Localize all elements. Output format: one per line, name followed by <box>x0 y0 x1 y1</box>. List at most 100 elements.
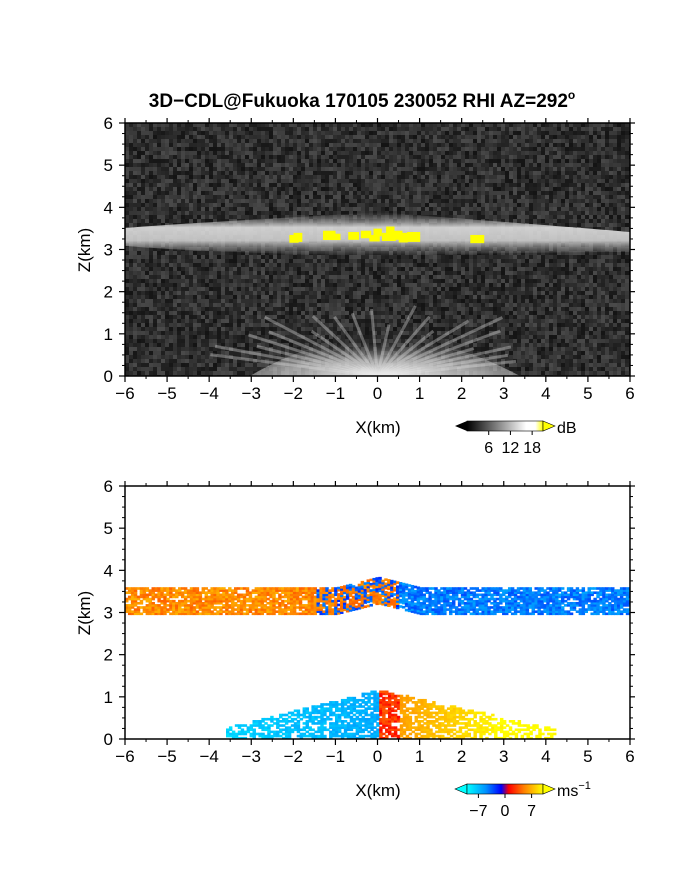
noise-cell <box>145 223 149 227</box>
noise-cell <box>245 127 249 131</box>
noise-cell <box>177 203 181 207</box>
noise-cell <box>453 147 457 151</box>
noise-cell <box>605 227 609 231</box>
noise-cell <box>149 123 153 127</box>
noise-cell <box>349 123 353 127</box>
noise-cell <box>253 167 257 171</box>
noise-cell <box>261 167 265 171</box>
noise-cell <box>197 215 201 219</box>
noise-cell <box>233 251 237 255</box>
noise-cell <box>573 263 577 267</box>
noise-cell <box>129 123 133 127</box>
noise-cell <box>137 155 141 159</box>
noise-cell <box>313 139 317 143</box>
noise-cell <box>149 135 153 139</box>
noise-cell <box>241 275 245 279</box>
noise-cell <box>325 123 329 127</box>
noise-cell <box>505 191 509 195</box>
noise-cell <box>557 195 561 199</box>
noise-cell <box>373 191 377 195</box>
noise-cell <box>365 139 369 143</box>
noise-cell <box>489 191 493 195</box>
noise-cell <box>609 199 613 203</box>
noise-cell <box>549 139 553 143</box>
noise-cell <box>429 143 433 147</box>
noise-cell <box>297 267 301 271</box>
noise-cell <box>333 143 337 147</box>
noise-cell <box>213 151 217 155</box>
noise-cell <box>321 135 325 139</box>
noise-cell <box>397 195 401 199</box>
noise-cell <box>505 183 509 187</box>
noise-cell <box>469 143 473 147</box>
noise-cell <box>509 143 513 147</box>
noise-cell <box>417 131 421 135</box>
noise-cell <box>305 187 309 191</box>
noise-cell <box>261 139 265 143</box>
noise-cell <box>521 215 525 219</box>
noise-cell <box>513 203 517 207</box>
noise-cell <box>489 183 493 187</box>
noise-cell <box>497 275 501 279</box>
noise-cell <box>297 159 301 163</box>
noise-cell <box>269 215 273 219</box>
noise-cell <box>301 263 305 267</box>
noise-cell <box>237 267 241 271</box>
noise-cell <box>137 203 141 207</box>
noise-cell <box>601 163 605 167</box>
noise-cell <box>521 275 525 279</box>
noise-cell <box>181 259 185 263</box>
noise-cell <box>449 215 453 219</box>
noise-cell <box>249 215 253 219</box>
noise-cell <box>409 263 413 267</box>
noise-cell <box>617 167 621 171</box>
noise-cell <box>445 179 449 183</box>
noise-cell <box>345 167 349 171</box>
noise-cell <box>217 271 221 275</box>
noise-cell <box>317 167 321 171</box>
noise-cell <box>149 159 153 163</box>
noise-cell <box>237 255 241 259</box>
noise-cell <box>177 251 181 255</box>
noise-cell <box>237 151 241 155</box>
noise-cell <box>301 143 305 147</box>
noise-cell <box>441 255 445 259</box>
noise-cell <box>621 163 625 167</box>
noise-cell <box>257 135 261 139</box>
noise-cell <box>529 151 533 155</box>
noise-cell <box>485 187 489 191</box>
noise-cell <box>209 195 213 199</box>
noise-cell <box>241 151 245 155</box>
noise-cell <box>125 151 129 155</box>
noise-cell <box>273 175 277 179</box>
noise-cell <box>477 135 481 139</box>
noise-cell <box>477 139 481 143</box>
noise-cell <box>273 191 277 195</box>
noise-cell <box>553 271 557 275</box>
noise-cell <box>257 183 261 187</box>
noise-cell <box>321 271 325 275</box>
noise-cell <box>337 147 341 151</box>
noise-cell <box>549 131 553 135</box>
noise-cell <box>165 123 169 127</box>
noise-cell <box>145 251 149 255</box>
noise-cell <box>401 179 405 183</box>
noise-cell <box>613 195 617 199</box>
noise-cell <box>601 187 605 191</box>
noise-cell <box>581 223 585 227</box>
noise-cell <box>133 187 137 191</box>
noise-cell <box>541 259 545 263</box>
noise-cell <box>145 255 149 259</box>
noise-cell <box>233 263 237 267</box>
noise-cell <box>317 151 321 155</box>
noise-cell <box>309 175 313 179</box>
noise-cell <box>345 255 349 259</box>
noise-cell <box>169 127 173 131</box>
noise-cell <box>441 151 445 155</box>
noise-cell <box>173 123 177 127</box>
noise-cell <box>165 259 169 263</box>
noise-cell <box>253 215 257 219</box>
noise-cell <box>401 183 405 187</box>
noise-cell <box>165 139 169 143</box>
noise-cell <box>493 267 497 271</box>
